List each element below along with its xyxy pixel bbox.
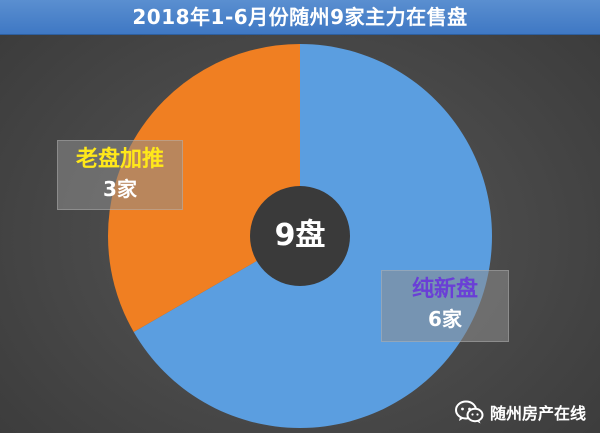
slice-label-new-value: 6家 (428, 307, 462, 331)
pie-center-label: 9盘 (274, 218, 326, 253)
pie-center-hole (250, 186, 350, 286)
slice-label-old-name: 老盘加推 (75, 147, 164, 172)
pie-slice-old (107, 44, 300, 332)
chart-title: 2018年1-6月份随州9家主力在售盘 (0, 0, 600, 35)
slice-label-new-name: 纯新盘 (411, 277, 478, 302)
slice-label-new: 纯新盘 6家 (381, 270, 509, 342)
wechat-icon (454, 399, 484, 425)
watermark-text: 随州房产在线 (489, 404, 586, 423)
slice-label-old-value: 3家 (103, 177, 137, 201)
slice-label-old: 老盘加推 3家 (57, 140, 183, 210)
watermark: 随州房产在线 (454, 397, 586, 427)
